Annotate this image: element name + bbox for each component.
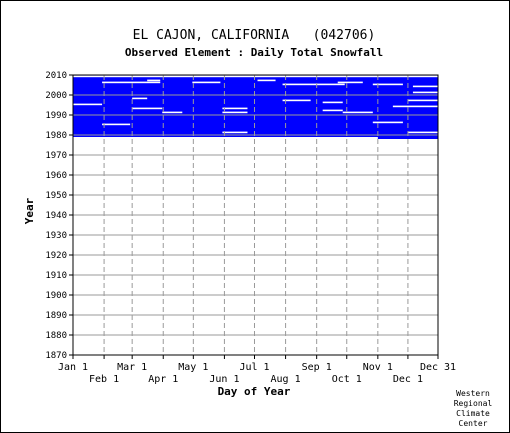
- x-tick-label: Dec 1: [393, 374, 423, 385]
- y-tick-label: 1960: [45, 171, 67, 181]
- missing-data-gap: [162, 111, 183, 114]
- missing-data-gap: [412, 91, 438, 94]
- credit-line: Western: [456, 389, 490, 398]
- x-tick-label: Feb 1: [89, 374, 119, 385]
- x-axis-label: Day of Year: [218, 385, 291, 398]
- x-tick-label: Nov 1: [363, 362, 393, 373]
- missing-data-gap: [407, 99, 438, 102]
- data-coverage-block: [73, 75, 438, 137]
- y-tick-label: 1870: [45, 351, 67, 361]
- y-tick-label: 1900: [45, 291, 67, 301]
- x-tick-label: Jun 1: [209, 374, 239, 385]
- x-tick-label: Mar 1: [117, 362, 147, 373]
- y-tick-label: 1950: [45, 191, 67, 201]
- missing-data-gap: [372, 121, 403, 124]
- missing-data-gap: [322, 109, 343, 112]
- y-tick-label: 1880: [45, 331, 67, 341]
- y-tick-label: 1980: [45, 131, 67, 141]
- missing-data-gap: [73, 75, 438, 78]
- missing-data-gap: [392, 105, 438, 108]
- chart-subtitle: Observed Element : Daily Total Snowfall: [125, 46, 383, 59]
- x-tick-label: Jul 1: [239, 362, 269, 373]
- x-tick-label: Aug 1: [271, 374, 301, 385]
- missing-data-gap: [282, 83, 345, 86]
- plot-border: [72, 74, 439, 356]
- missing-data-gap: [222, 107, 248, 110]
- missing-data-gap: [147, 79, 161, 82]
- x-tick-label: Oct 1: [332, 374, 362, 385]
- credit-block: Western Regional Climate Center: [443, 389, 503, 429]
- missing-data-gap: [372, 83, 403, 86]
- y-tick-label: 1890: [45, 311, 67, 321]
- missing-data-gap: [412, 85, 438, 88]
- missing-data-gap: [192, 81, 221, 84]
- x-tick-label: Dec 31: [420, 362, 456, 373]
- missing-data-gap: [73, 103, 103, 106]
- missing-data-gap: [132, 107, 163, 110]
- missing-data-gap: [257, 79, 276, 82]
- y-tick-label: 1990: [45, 111, 67, 121]
- missing-data-gap: [342, 111, 373, 114]
- y-tick-label: 2000: [45, 91, 67, 101]
- missing-data-gap: [102, 81, 161, 84]
- chart-title: EL CAJON, CALIFORNIA (042706): [133, 28, 376, 43]
- missing-data-gap: [337, 81, 363, 84]
- y-tick-label: 1970: [45, 151, 67, 161]
- missing-data-gap: [132, 97, 148, 100]
- y-tick-label: 1920: [45, 251, 67, 261]
- missing-data-gap: [102, 123, 131, 126]
- missing-data-gap: [322, 101, 343, 104]
- credit-line: Center: [458, 419, 488, 428]
- y-tick-label: 1930: [45, 231, 67, 241]
- credit-line: Regional: [453, 399, 493, 408]
- y-tick-label: 1940: [45, 211, 67, 221]
- x-tick-label: Sep 1: [302, 362, 332, 373]
- y-tick-label: 2010: [45, 71, 67, 81]
- x-tick-label: May 1: [178, 362, 208, 373]
- missing-data-gap: [282, 99, 311, 102]
- y-tick-label: 1910: [45, 271, 67, 281]
- missing-data-gap: [222, 131, 248, 134]
- credit-line: Climate: [456, 409, 490, 418]
- y-axis-label: Year: [23, 197, 36, 224]
- x-tick-label: Jan 1: [58, 362, 88, 373]
- missing-data-gap: [222, 111, 248, 114]
- x-tick-label: Apr 1: [148, 374, 178, 385]
- data-coverage-partial: [377, 137, 438, 139]
- missing-data-gap: [407, 131, 438, 134]
